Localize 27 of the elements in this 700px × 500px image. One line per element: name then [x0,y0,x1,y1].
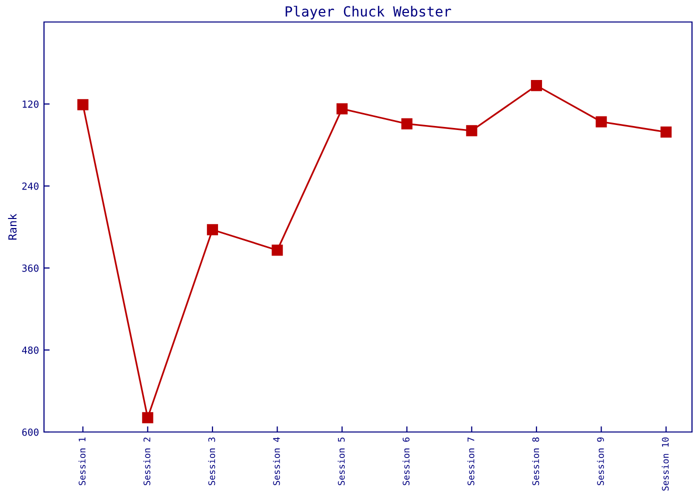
y-axis-title: Rank [8,214,17,240]
x-tick-label: Session 4 [272,437,280,486]
chart-title: Player Chuck Webster [286,6,452,20]
y-tick-label: 120 [22,100,39,108]
x-tick-label: Session 2 [143,438,150,486]
point [142,412,154,424]
y-tick-label: 600 [22,428,39,436]
y-tick-label: 240 [22,182,39,190]
y-tick-label: 480 [22,346,39,354]
point [596,116,607,128]
point [272,244,283,256]
point [660,126,672,138]
x-tick-label: Session 10 [662,437,669,491]
x-tick-label: Session 9 [596,437,604,486]
point [77,99,88,110]
x-tick-label: Session 8 [532,437,540,486]
x-tick-label: Session 7 [467,438,474,486]
y-tick-label: 360 [22,264,39,272]
point [530,80,542,92]
x-tick-label: Session 6 [402,437,410,486]
point [206,224,218,236]
point [466,125,478,136]
x-tick-label: Session 5 [338,438,345,486]
point [336,103,348,114]
point [401,118,412,130]
x-tick-label: Session 1 [78,437,86,486]
x-tick-label: Session 3 [208,438,216,486]
